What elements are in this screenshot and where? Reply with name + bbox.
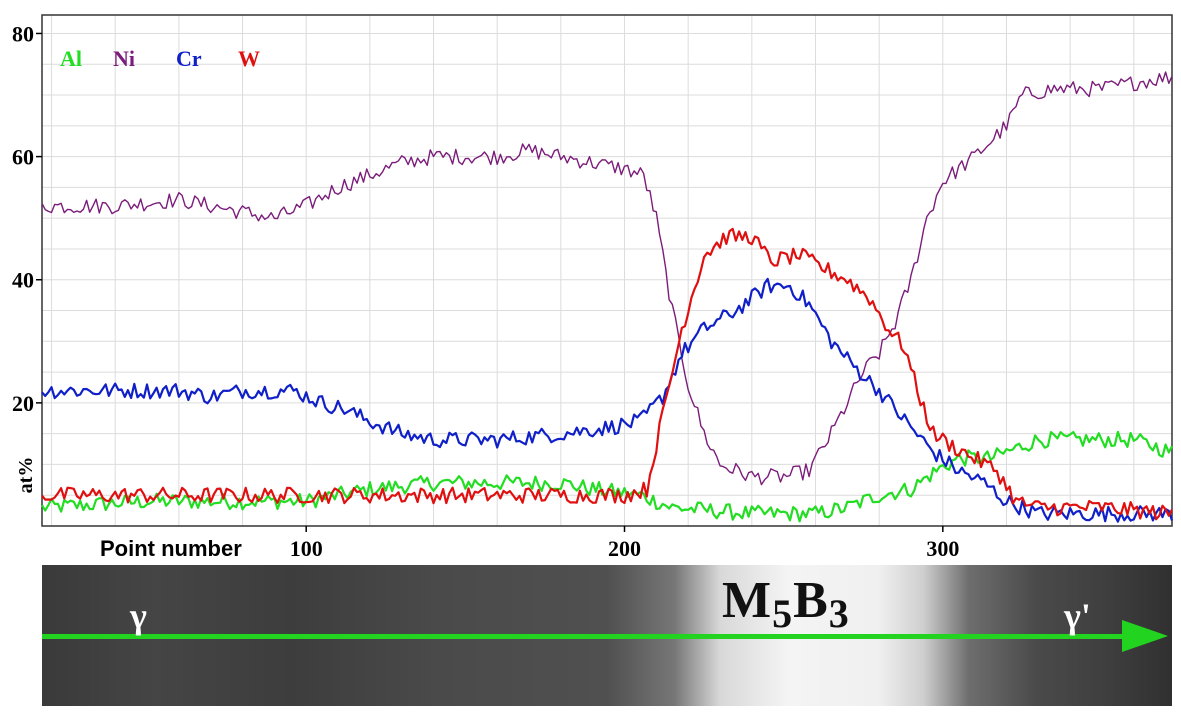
plot-frame [41,14,1173,527]
scan-arrow-icon [1122,620,1168,652]
series-layer [41,71,1174,523]
legend-cr: Cr [176,46,202,71]
gamma-prime-phase-label: γ' [1064,596,1091,636]
x-axis-label: Point number [100,536,242,560]
y-axis-label: at% [15,457,37,494]
y-tick-label: 20 [12,391,34,416]
series-line-w [41,227,1173,521]
gamma-phase-label: γ [130,596,147,636]
sem-micrograph: γ M5B3 γ' [42,565,1172,706]
chart-grid [42,15,1172,526]
y-axis-ticks: 20 40 60 80 [12,21,42,416]
x-tick-label: 100 [290,536,323,560]
y-tick-label: 80 [12,21,34,46]
linescan-chart: 20 40 60 80 100 200 300 at% Point number Al N… [12,14,1174,560]
m5b3-m: M [722,572,773,629]
series-line-cr [41,277,1174,523]
m5b3-sub-5: 5 [772,591,794,636]
legend-al: Al [60,46,82,71]
chart-legend: Al Ni Cr W [60,46,260,71]
x-axis-ticks: 100 200 300 [290,526,959,560]
m5b3-phase-label: M5B3 [722,571,850,637]
x-tick-label: 200 [608,536,641,560]
scan-line [42,634,1130,639]
legend-w: W [238,46,260,71]
legend-ni: Ni [113,46,135,71]
x-tick-label: 300 [926,536,959,560]
m5b3-b: B [793,572,829,629]
series-line-ni [41,71,1173,486]
y-tick-label: 40 [12,268,34,293]
m5b3-sub-3: 3 [828,591,850,636]
y-tick-label: 60 [12,145,34,170]
